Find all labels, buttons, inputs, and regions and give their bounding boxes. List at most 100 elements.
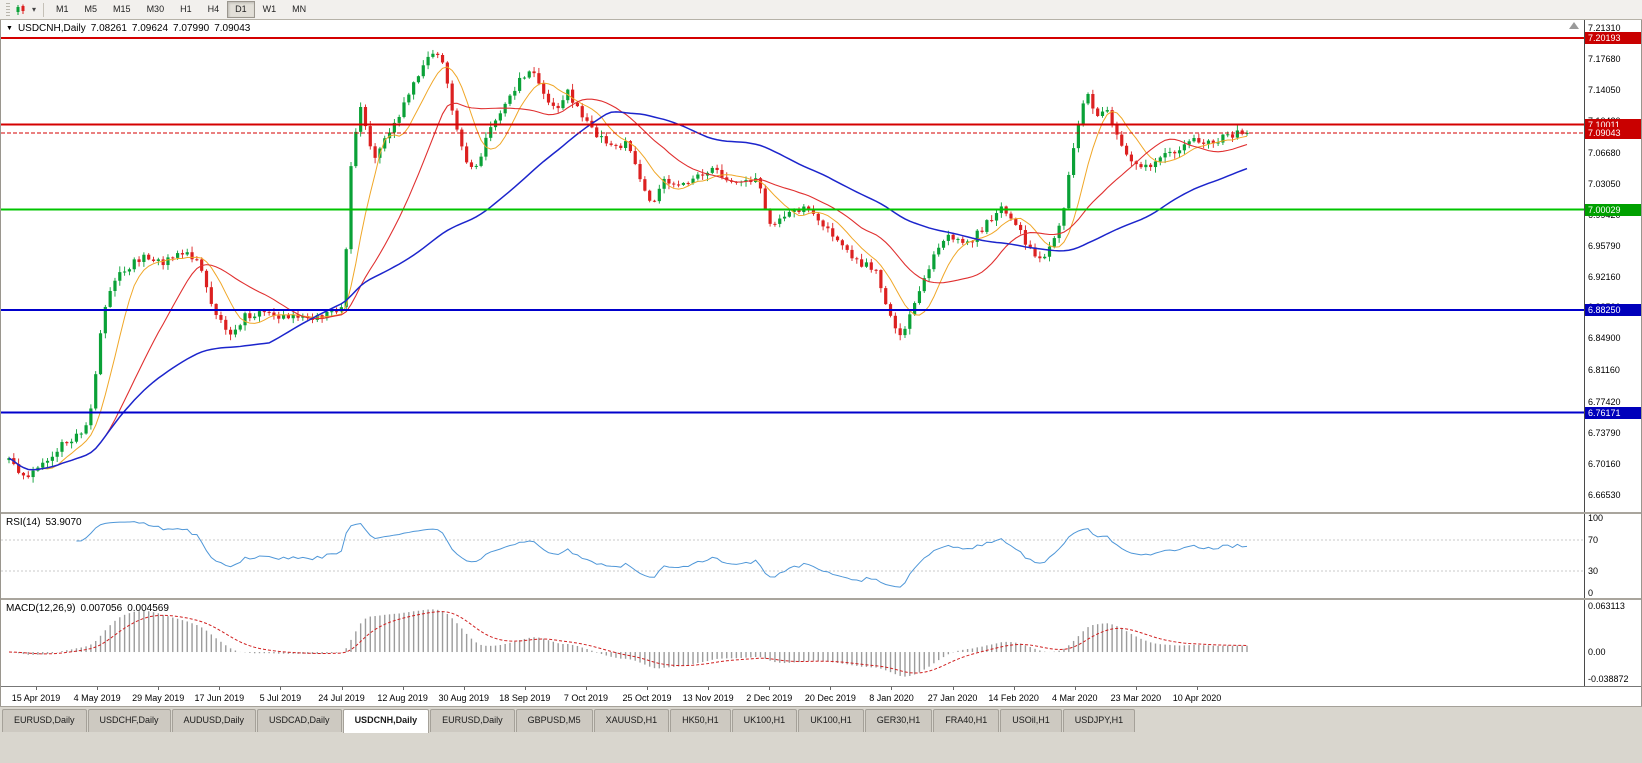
chart-tab-6[interactable]: GBPUSD,M5 [515, 709, 593, 732]
timeframe-m1[interactable]: M1 [56, 4, 69, 14]
chart-tab-13[interactable]: USOil,H1 [1000, 709, 1062, 732]
ohlc-open: 7.08261 [90, 23, 127, 34]
toolbar-separator [43, 2, 45, 17]
date-tick [36, 687, 37, 690]
price-axis-label: 6.70160 [1588, 458, 1621, 469]
date-label: 25 Oct 2019 [622, 693, 672, 703]
date-tick [708, 687, 710, 690]
macd-panel: 0.063113 0.00 -0.038872 MACD(12,26,9) 0.00… [1, 598, 1641, 686]
price-axis-label: 6.66530 [1588, 489, 1621, 500]
price-badge: 6.76171 [1585, 406, 1641, 419]
timeframe-m30[interactable]: M30 [146, 4, 165, 14]
timeframe-d1[interactable]: D1 [227, 1, 255, 18]
rsi-axis[interactable]: 100 70 30 0 [1584, 514, 1641, 598]
main-chart-plot[interactable] [1, 20, 1584, 512]
date-label: 8 Jan 2020 [869, 693, 914, 703]
timeframe-m15[interactable]: M15 [113, 4, 131, 14]
date-label: 20 Dec 2019 [804, 693, 856, 703]
timeframe-h1[interactable]: H1 [180, 4, 192, 14]
chart-tab-4[interactable]: USDCNH,Daily [342, 709, 430, 733]
macd-axis-label: 0.00 [1588, 647, 1606, 657]
chart-tab-7[interactable]: XAUUSD,H1 [593, 709, 670, 732]
price-axis-label: 7.21310 [1588, 23, 1621, 34]
rsi-plot[interactable] [1, 514, 1584, 598]
price-badge: 7.00029 [1585, 203, 1641, 216]
date-label: 10 Apr 2020 [1172, 693, 1222, 703]
symbol-period-label: USDCNH,Daily [17, 23, 86, 34]
date-label: 2 Dec 2019 [746, 693, 793, 703]
price-axis-label: 6.77420 [1588, 397, 1621, 408]
price-badge: 7.09043 [1585, 126, 1641, 139]
date-tick [952, 687, 954, 690]
date-label: 17 Jun 2019 [194, 693, 245, 703]
ohlc-low: 7.07990 [173, 23, 210, 34]
ohlc-close: 7.09043 [214, 23, 251, 34]
date-axis[interactable]: 15 Apr 2019 4 May 2019 29 May 2019 17 Jun 2… [1, 686, 1641, 706]
chart-type-icon[interactable] [15, 4, 27, 16]
date-tick [891, 687, 893, 690]
price-badge: 6.88250 [1585, 303, 1641, 316]
chart-tabbar: EURUSD,Daily USDCHF,Daily AUDUSD,Daily USDC… [0, 706, 1642, 763]
chart-tab-5[interactable]: EURUSD,Daily [430, 709, 515, 732]
price-axis-label: 6.92160 [1588, 271, 1621, 282]
chart-tab-1[interactable]: USDCHF,Daily [87, 709, 171, 732]
scroll-to-end-arrow[interactable] [1569, 22, 1579, 29]
timeframe-toolbar: ▾ M1 M5 M15 M30 H1 H4 D1 W1 MN [0, 0, 1642, 20]
main-chart-panel: 7.213107.176807.140507.104207.066807.030… [1, 20, 1641, 512]
date-label: 29 May 2019 [132, 693, 185, 703]
chart-tab-11[interactable]: GER30,H1 [864, 709, 933, 732]
macd-signal-value: 0.004569 [127, 603, 169, 614]
date-label: 14 Feb 2020 [988, 693, 1039, 703]
chart-tab-3[interactable]: USDCAD,Daily [257, 709, 342, 732]
macd-histogram [13, 609, 1248, 677]
date-label: 24 Jul 2019 [318, 693, 365, 703]
rsi-label: RSI(14) [6, 517, 41, 528]
macd-axis[interactable]: 0.063113 0.00 -0.038872 [1584, 600, 1641, 686]
date-label: 12 Aug 2019 [377, 693, 428, 703]
date-label: 15 Apr 2019 [11, 693, 61, 703]
chart-tab-8[interactable]: HK50,H1 [670, 709, 731, 732]
date-label: 4 May 2019 [73, 693, 121, 703]
chart-tab-10[interactable]: UK100,H1 [798, 709, 864, 732]
price-badge: 7.20193 [1585, 31, 1641, 44]
price-axis-label: 7.14050 [1588, 85, 1621, 96]
date-tick [158, 687, 160, 690]
main-price-axis[interactable]: 7.213107.176807.140507.104207.066807.030… [1584, 20, 1641, 512]
timeframe-buttons: M1 M5 M15 M30 H1 H4 D1 W1 MN [48, 1, 314, 18]
price-axis-label: 6.95790 [1588, 240, 1621, 251]
rsi-axis-label: 70 [1588, 535, 1599, 546]
date-tick [402, 687, 404, 690]
price-axis-label: 7.17680 [1588, 54, 1621, 65]
date-tick [219, 687, 221, 690]
timeframe-w1[interactable]: W1 [262, 4, 277, 14]
timeframe-h4[interactable]: H4 [207, 4, 220, 14]
date-tick [341, 687, 343, 690]
timeframe-m5[interactable]: M5 [84, 4, 98, 14]
chart-tab-9[interactable]: UK100,H1 [731, 709, 798, 732]
chart-tab-12[interactable]: FRA40,H1 [933, 709, 1000, 732]
price-axis-label: 6.84900 [1588, 333, 1621, 344]
chart-tab-2[interactable]: AUDUSD,Daily [171, 709, 257, 732]
ohlc-high: 7.09624 [131, 23, 169, 34]
date-tick [1197, 687, 1198, 690]
date-tick [280, 687, 282, 690]
price-axis-label: 7.06680 [1588, 147, 1621, 158]
rsi-axis-label: 100 [1588, 513, 1604, 523]
macd-label: MACD(12,26,9) [6, 603, 76, 614]
date-label: 18 Sep 2019 [499, 693, 551, 703]
macd-plot[interactable] [1, 600, 1584, 686]
date-label: 23 Mar 2020 [1110, 693, 1162, 703]
macd-axis-label: 0.063113 [1588, 601, 1625, 611]
rsi-axis-label: 30 [1588, 565, 1599, 576]
chart-tab-0[interactable]: EURUSD,Daily [2, 709, 87, 732]
macd-main-value: 0.007056 [80, 603, 123, 614]
toolbar-grip[interactable] [6, 2, 10, 17]
timeframe-mn[interactable]: MN [292, 4, 307, 14]
candles [7, 49, 1249, 483]
chart-tab-14[interactable]: USDJPY,H1 [1062, 709, 1136, 732]
main-chart-title: ▼ USDCNH,Daily 7.08261 7.09624 7.07990 7… [6, 23, 250, 34]
chart-type-dropdown-icon[interactable]: ▾ [32, 4, 37, 14]
date-label: 27 Jan 2020 [927, 693, 978, 703]
horizontal-lines [1, 36, 1584, 414]
